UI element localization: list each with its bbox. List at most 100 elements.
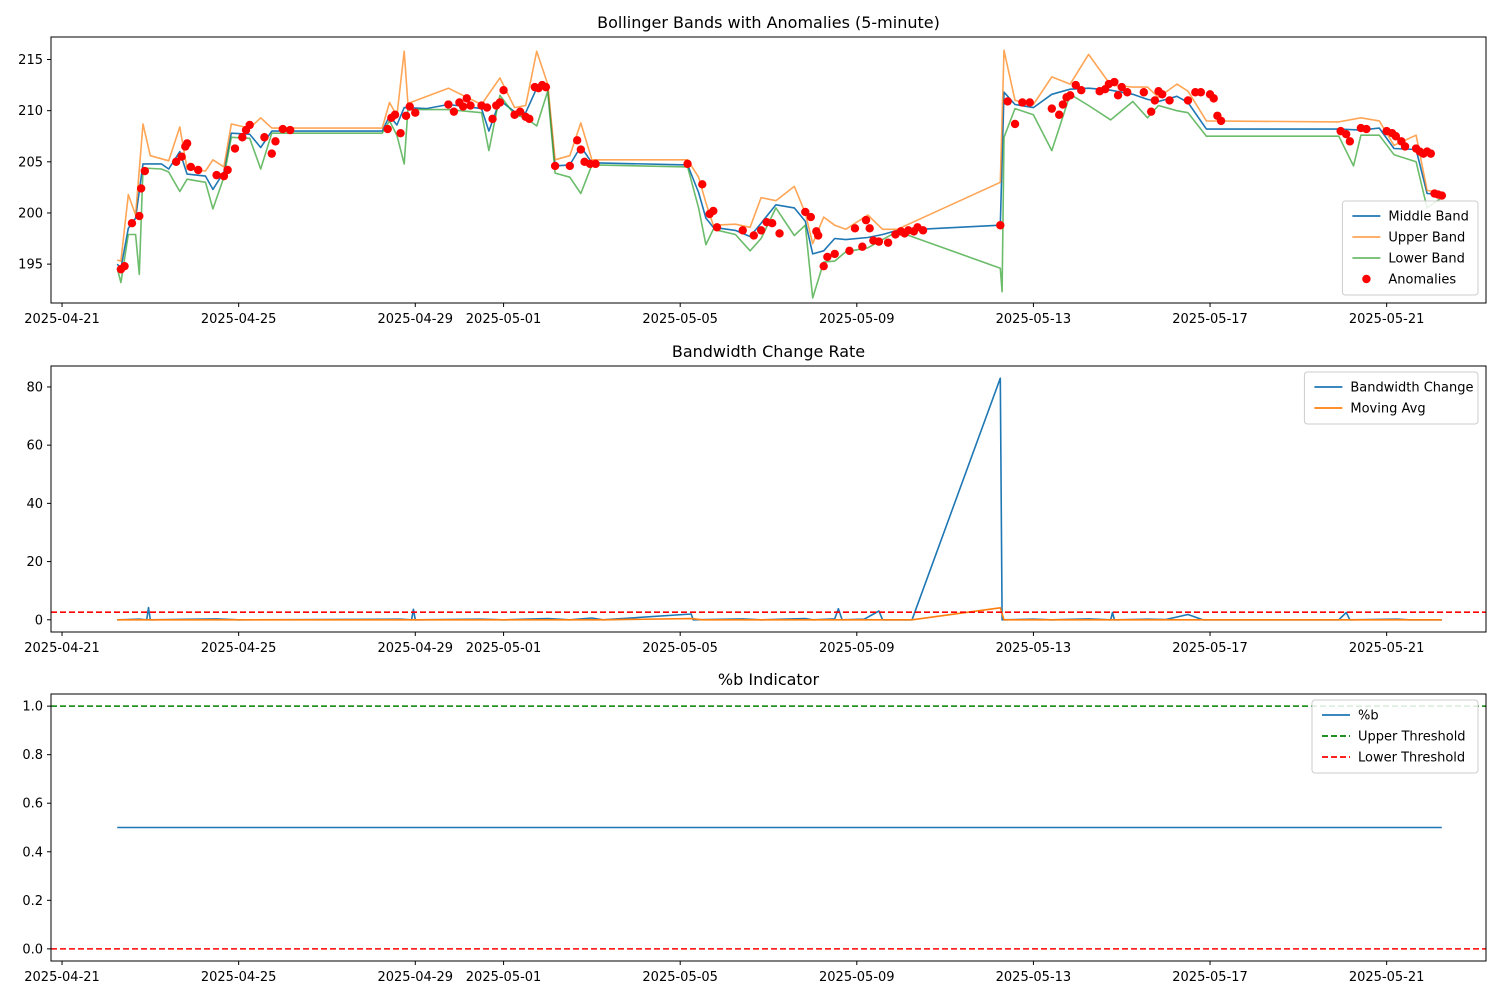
series-line: [117, 607, 1442, 621]
anomaly-point: [1018, 98, 1027, 107]
anomaly-point: [813, 231, 823, 240]
anomaly-point: [845, 246, 854, 256]
x-tick-label: 2025-05-05: [642, 641, 718, 656]
anomaly-point: [285, 125, 295, 135]
chart-title: Bollinger Bands with Anomalies (5-minute…: [597, 13, 940, 32]
anomaly-point: [830, 249, 839, 259]
series-line: [117, 377, 1442, 621]
x-tick-label: 2025-05-13: [996, 312, 1072, 327]
y-tick-label: 0.4: [22, 845, 43, 860]
x-tick-label: 2025-05-09: [819, 970, 895, 985]
x-tick-label: 2025-05-05: [642, 312, 718, 327]
anomaly-point: [683, 159, 692, 169]
anomaly-point: [1003, 97, 1012, 106]
x-tick-label: 2025-05-09: [819, 641, 895, 656]
x-tick-label: 2025-04-25: [201, 970, 277, 985]
anomaly-point: [1183, 96, 1193, 105]
anomaly-point: [775, 229, 784, 238]
legend-box: [1303, 371, 1479, 425]
anomaly-point: [1110, 77, 1119, 87]
anomaly-point: [127, 219, 137, 228]
anomaly-point: [1054, 110, 1064, 119]
x-tick-label: 2025-05-21: [1349, 641, 1425, 656]
axes-frame: [50, 365, 1487, 633]
x-tick-label: 2025-05-13: [996, 641, 1072, 656]
anomaly-point: [550, 161, 560, 171]
anomaly-point: [1150, 96, 1160, 105]
x-tick-label: 2025-05-21: [1349, 970, 1425, 985]
anomaly-point: [1025, 98, 1034, 107]
anomaly-point: [1391, 132, 1401, 141]
anomaly-point: [756, 226, 766, 235]
legend-label: Anomalies: [1388, 273, 1456, 288]
legend-label: Lower Band: [1388, 252, 1464, 267]
anomaly-point: [223, 165, 232, 175]
anomaly-point: [230, 144, 240, 153]
y-tick-label: 200: [18, 206, 43, 221]
anomaly-point: [1341, 129, 1351, 139]
anomaly-point: [1113, 91, 1123, 100]
anomaly-point: [383, 124, 392, 134]
anomaly-point: [865, 224, 874, 233]
legend-label: Bandwidth Change: [1350, 381, 1473, 396]
chart-title: %b Indicator: [718, 670, 820, 689]
panel-3: %b Indicator 2025-04-21 2025-04-25 2025-04-…: [22, 670, 1487, 985]
anomaly-point: [576, 145, 586, 154]
legend-label: Lower Threshold: [1358, 751, 1465, 766]
anomaly-point: [1345, 137, 1355, 146]
x-tick-label: 2025-04-25: [201, 641, 277, 656]
anomaly-point: [850, 224, 860, 233]
anomaly-point: [120, 261, 129, 271]
y-tick-label: 205: [18, 155, 43, 170]
anomaly-point: [245, 120, 254, 130]
x-tick-label: 2025-05-09: [819, 312, 895, 327]
y-tick-label: 60: [26, 439, 43, 454]
anomaly-point: [874, 237, 884, 246]
anomaly-point: [918, 226, 928, 235]
anomaly-point: [488, 114, 497, 124]
anomaly-point: [238, 133, 247, 142]
x-tick-label: 2025-05-17: [1172, 312, 1248, 327]
y-tick-label: 0.2: [22, 894, 43, 909]
anomaly-point: [823, 252, 832, 262]
legend-box: [1341, 200, 1479, 296]
x-tick-label: 2025-04-29: [377, 641, 453, 656]
axes-frame: [50, 693, 1487, 962]
x-tick-label: 2025-05-01: [466, 641, 542, 656]
anomaly-point: [515, 107, 525, 116]
y-tick-label: 195: [18, 258, 43, 273]
anomaly-point: [278, 124, 288, 134]
anomaly-point: [411, 108, 420, 117]
anomaly-point: [405, 102, 414, 111]
chart-title: Bandwidth Change Rate: [672, 342, 865, 361]
legend-label: %b: [1358, 709, 1379, 724]
y-tick-label: 0.6: [22, 797, 43, 812]
x-tick-label: 2025-05-17: [1172, 641, 1248, 656]
anomaly-point: [738, 226, 747, 235]
anomaly-point: [495, 98, 505, 107]
anomaly-point: [1047, 104, 1057, 113]
anomaly-point: [193, 165, 203, 175]
anomaly-point: [712, 223, 722, 232]
anomaly-point: [1362, 124, 1371, 134]
panel-2: Bandwidth Change Rate 2025-04-21 2025-04-2…: [24, 342, 1487, 656]
anomaly-point: [171, 157, 181, 167]
anomaly-point: [1117, 82, 1126, 92]
anomaly-point: [212, 170, 221, 180]
anomaly-point: [1066, 91, 1075, 100]
x-tick-label: 2025-04-29: [377, 312, 453, 327]
anomaly-point: [219, 171, 229, 181]
anomaly-point: [177, 152, 186, 161]
anomaly-point: [541, 82, 551, 92]
anomaly-point: [1010, 119, 1020, 129]
anomaly-point: [858, 242, 867, 251]
legend-label: Middle Band: [1388, 210, 1468, 225]
anomaly-point: [1058, 100, 1068, 109]
anomaly-point: [806, 212, 816, 222]
axes-frame: [50, 36, 1487, 304]
y-tick-label: 210: [18, 104, 43, 119]
plot-area: [116, 49, 1447, 299]
anomaly-point: [466, 101, 475, 110]
anomaly-point: [136, 184, 146, 193]
